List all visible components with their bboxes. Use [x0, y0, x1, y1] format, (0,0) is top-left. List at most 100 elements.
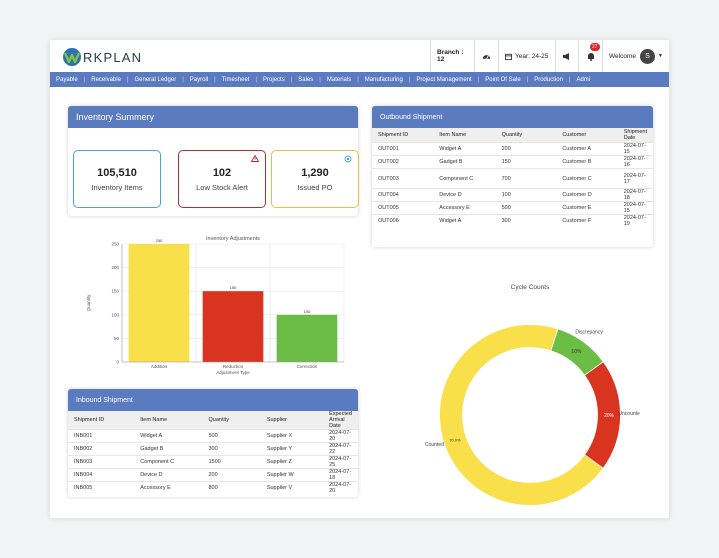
nav-item-timesheet[interactable]: Timesheet	[221, 76, 250, 83]
y-tick-label: 0	[116, 360, 119, 365]
chevron-down-icon: ▼	[657, 53, 663, 59]
slice-value-label: 10%	[571, 349, 582, 355]
column-header[interactable]: Quantity	[202, 411, 261, 430]
dashboard-button[interactable]	[474, 40, 498, 72]
nav-separator: |	[214, 76, 216, 83]
y-tick-label: 250	[111, 242, 119, 247]
table-row[interactable]: INB003 Component C 1500 Supplier Z 2024-07-2…	[68, 455, 358, 469]
user-menu[interactable]: Welcome S ▼	[602, 40, 669, 72]
column-header[interactable]: Shipment ID	[68, 411, 135, 430]
table-cell: Accessory E	[134, 481, 203, 494]
nav-separator: |	[357, 76, 359, 83]
nav-item-manufacturing[interactable]: Manufacturing	[364, 76, 403, 83]
chart-title: Cycle Counts	[511, 284, 550, 291]
table-row[interactable]: OUT004 Device D 100 Customer D 2024-07-18	[372, 188, 653, 202]
nav-item-point-of-sale[interactable]: Point Of Sale	[485, 76, 521, 83]
column-header[interactable]: Item Name	[433, 128, 496, 143]
nav-item-payroll[interactable]: Payroll	[189, 76, 209, 83]
branch-selector[interactable]: Branch : 12	[430, 40, 474, 72]
column-header[interactable]: Customer	[556, 128, 618, 143]
bar-addition	[128, 244, 190, 362]
nav-separator: |	[319, 76, 321, 83]
year-selector[interactable]: Year: 24-25	[498, 40, 555, 72]
stat-inventory-items[interactable]: 105,510 Inventory Items	[73, 150, 161, 208]
table-row[interactable]: OUT003 Component C 700 Customer C 2024-07-17	[372, 168, 653, 189]
notifications-button[interactable]: 27	[578, 40, 602, 72]
table-cell: Customer A	[556, 142, 618, 156]
inventory-summary-title: Inventory Summery	[68, 106, 358, 128]
logo[interactable]: RKPLAN	[62, 47, 142, 67]
table-cell: 2024-07-25	[323, 455, 358, 469]
table-cell: 2024-07-18	[617, 188, 653, 202]
column-header[interactable]: Item Name	[134, 411, 203, 430]
cycle-counts-chart: Cycle Counts 70.0% Counted 10% Discrepancy 20…	[425, 284, 640, 506]
table-cell: 2024-07-20	[323, 429, 358, 443]
table-row[interactable]: INB004 Device D 200 Supplier W 2024-07-18	[68, 468, 358, 482]
stat-issued-po[interactable]: 1,290 Issued PO	[271, 150, 359, 208]
nav-item-general-ledger[interactable]: General Ledger	[134, 76, 177, 83]
table-cell: Customer F	[556, 214, 618, 228]
year-label: Year: 24-25	[515, 52, 549, 60]
table-cell: Supplier Y	[260, 442, 324, 456]
nav-item-admi[interactable]: Admi	[576, 76, 591, 83]
stat-label: Issued PO	[297, 183, 333, 192]
branch-label: Branch : 12	[437, 49, 464, 63]
nav-item-production[interactable]: Production	[534, 76, 563, 83]
logo-text: RKPLAN	[83, 49, 143, 65]
table-cell: 300	[202, 442, 261, 456]
table-row[interactable]: INB001 Widget A 500 Supplier X 2024-07-20	[68, 429, 358, 443]
slice-category-label: Uncounted	[618, 411, 640, 417]
slice-value-label: 70.0%	[449, 437, 461, 442]
nav-item-sales[interactable]: Sales	[298, 76, 314, 83]
table-row[interactable]: INB005 Accessory E 800 Supplier V 2024-07-20	[68, 481, 358, 494]
nav-item-payable[interactable]: Payable	[56, 76, 78, 83]
table-cell: Device D	[134, 468, 203, 482]
table-cell: 500	[495, 201, 557, 215]
inventory-adjustments-chart: Inventory Adjustments 0 50 100 150 200 250 250 A…	[86, 236, 345, 375]
table-cell: Component C	[433, 168, 496, 189]
table-cell: OUT002	[372, 155, 434, 169]
table-cell: Customer B	[556, 155, 618, 169]
table-row[interactable]: OUT001 Widget A 200 Customer A 2024-07-15	[372, 142, 653, 156]
table-cell: 2024-07-18	[323, 468, 358, 482]
y-tick-label: 200	[111, 265, 119, 270]
table-row[interactable]: INB002 Gadget B 300 Supplier Y 2024-07-22	[68, 442, 358, 456]
nav-item-materials[interactable]: Materials	[326, 76, 352, 83]
table-cell: Gadget B	[134, 442, 203, 456]
inbound-table: Shipment ID Item Name Quantity Supplier Expe…	[68, 411, 358, 494]
chart-title: Inventory Adjustments	[206, 236, 260, 242]
x-tick-label: Reduction	[223, 364, 244, 369]
column-header[interactable]: Shipment ID	[372, 128, 434, 143]
table-cell: 2024-07-15	[617, 142, 653, 156]
column-header[interactable]: Supplier	[260, 411, 324, 430]
slice-value-label: 20%	[604, 413, 615, 419]
column-header[interactable]: Expected Arrival Date	[323, 411, 358, 430]
bar-correction	[276, 314, 338, 362]
stat-value: 1,290	[301, 167, 329, 179]
calendar-icon	[505, 53, 512, 60]
table-cell: OUT005	[372, 201, 434, 215]
welcome-label: Welcome	[609, 52, 636, 60]
column-header[interactable]: Shipment Date	[617, 128, 653, 143]
logo-mark-icon	[62, 47, 82, 67]
slice-uncounted	[584, 361, 621, 469]
column-header[interactable]: Quantity	[495, 128, 557, 143]
table-cell: INB002	[68, 442, 135, 456]
nav-separator: |	[182, 76, 184, 83]
stat-low-stock-alert[interactable]: 102 Low Stock Alert	[178, 150, 266, 208]
table-cell: 2024-07-15	[617, 201, 653, 215]
x-axis-label: Adjustment Type	[216, 370, 250, 375]
table-row[interactable]: OUT006 Widget A 300 Customer F 2024-07-19	[372, 214, 653, 228]
announcements-button[interactable]	[555, 40, 578, 72]
table-row[interactable]: OUT005 Accessory E 500 Customer E 2024-07-15	[372, 201, 653, 215]
table-row[interactable]: OUT002 Gadget B 150 Customer B 2024-07-16	[372, 155, 653, 169]
nav-separator: |	[290, 76, 293, 83]
nav-separator: |	[83, 76, 86, 83]
nav-item-projects[interactable]: Projects	[263, 76, 285, 83]
y-tick-label: 50	[114, 336, 120, 341]
stat-label: Inventory Items	[91, 183, 143, 192]
nav-separator: |	[255, 76, 258, 83]
nav-item-receivable[interactable]: Receivable	[91, 76, 121, 83]
nav-item-project-management[interactable]: Project Management	[416, 76, 472, 83]
nav-separator: |	[126, 76, 129, 83]
